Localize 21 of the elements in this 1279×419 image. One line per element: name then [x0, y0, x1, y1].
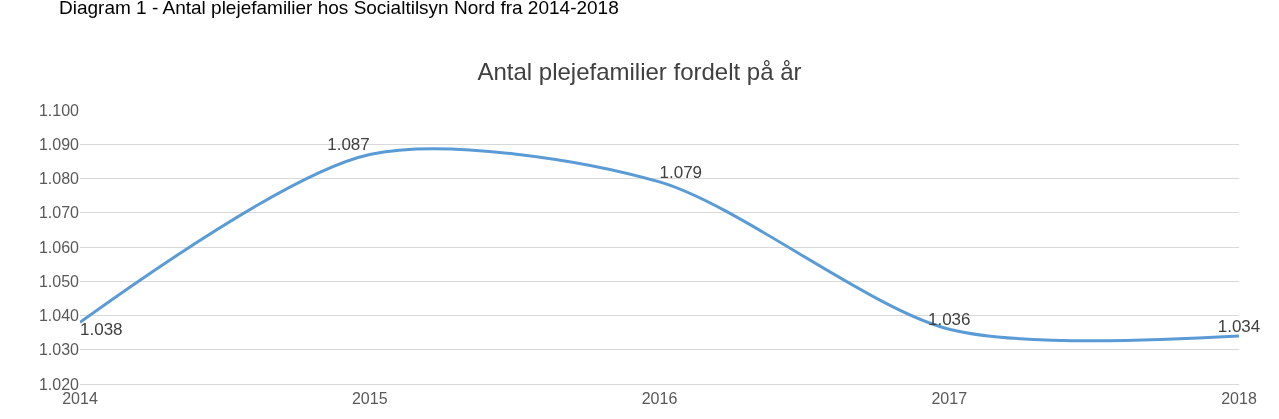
data-label: 1.038: [80, 320, 123, 340]
y-tick-label: 1.090: [38, 135, 80, 153]
chart-title: Antal plejefamilier fordelt på år: [477, 57, 802, 85]
x-tick-label: 2016: [641, 390, 678, 408]
text: Diagram 1 - Antal plejefamilier hos Socialtilsyn Nord fra 2014-2018: [59, 0, 619, 18]
x-tick-label: 2014: [62, 390, 98, 408]
y-tick-label: 1.030: [38, 341, 80, 359]
y-tick-label: 1.040: [38, 307, 80, 325]
y-tick-label: 1.080: [38, 170, 80, 188]
y-tick-label: 1.070: [38, 204, 80, 222]
y-tick-label: 1.100: [38, 101, 80, 119]
y-tick-label: 1.050: [38, 272, 80, 290]
x-tick-label: 2015: [351, 390, 388, 408]
y-tick-label: 1.060: [38, 238, 80, 256]
data-label: 1.036: [927, 309, 971, 329]
y-tick-label: 1.020: [38, 375, 80, 393]
x-tick-label: 2017: [931, 390, 968, 408]
data-label: 1.079: [659, 162, 703, 182]
x-tick-label: 2018: [1221, 390, 1257, 408]
data-label: 1.034: [1217, 316, 1261, 336]
data-label: 1.087: [327, 135, 370, 155]
